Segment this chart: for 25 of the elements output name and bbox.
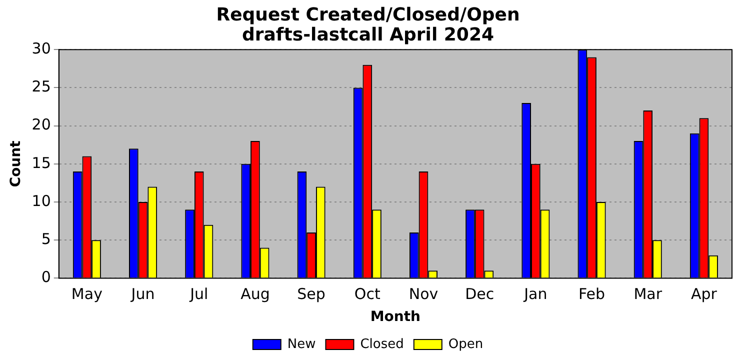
y-axis-title: Count: [8, 140, 24, 188]
x-tick-label: Jun: [130, 285, 155, 304]
x-tick-label: Dec: [465, 285, 494, 304]
chart-title: Request Created/Closed/Open drafts-lastcall April 2024: [216, 4, 520, 46]
x-tick-label: Apr: [690, 285, 718, 304]
y-tick-label: 15: [32, 154, 51, 172]
y-tick-label: 10: [32, 192, 51, 210]
legend-label: Closed: [360, 336, 404, 352]
x-tick-label: Mar: [634, 285, 663, 304]
y-tick-label: 30: [32, 39, 51, 58]
x-tick-label: May: [71, 285, 103, 304]
y-tick-label: 25: [32, 78, 51, 96]
x-tick-label: Sep: [297, 285, 326, 304]
x-tick-label: Nov: [408, 285, 438, 304]
y-tick-label: 0: [41, 268, 51, 286]
legend-label: Open: [448, 336, 484, 352]
x-tick-label: Feb: [578, 285, 606, 304]
legend-label: New: [287, 336, 316, 352]
x-tick-label: Jan: [523, 285, 548, 304]
x-tick-label: Aug: [240, 285, 270, 304]
x-axis-title: Month: [370, 309, 421, 326]
y-tick-label: 20: [32, 116, 51, 134]
y-tick-label: 5: [41, 230, 51, 248]
x-tick-label: Jul: [189, 285, 208, 304]
x-tick-label: Oct: [354, 285, 380, 304]
